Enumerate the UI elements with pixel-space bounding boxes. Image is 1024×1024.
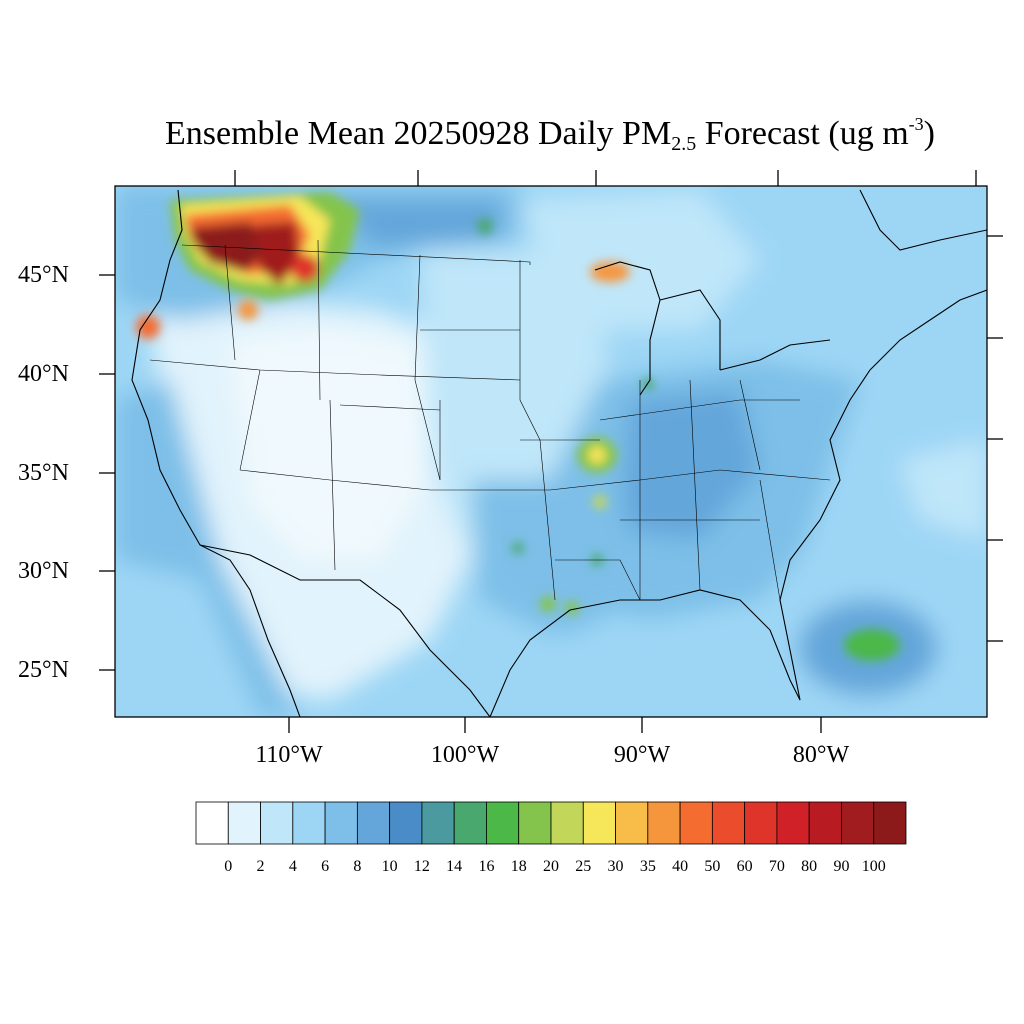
colorbar-box <box>647 801 681 845</box>
colorbar-box <box>260 801 294 845</box>
colorbar-label: 60 <box>736 858 753 875</box>
colorbar-box <box>453 801 487 845</box>
colorbar-label: 14 <box>446 858 463 875</box>
axis-ticks <box>99 170 1003 733</box>
colorbar-box <box>776 801 810 845</box>
colorbar-label: 30 <box>607 858 624 875</box>
colorbar-label: 50 <box>704 858 721 875</box>
state-borders <box>149 239 831 601</box>
title-superscript: -3 <box>908 114 924 134</box>
colorbar-box <box>324 801 358 845</box>
lon-label-100w: 100°W <box>430 742 500 768</box>
colorbar-box <box>582 801 616 845</box>
colorbar-box <box>808 801 842 845</box>
lat-label-40: 40°N <box>18 361 69 387</box>
colorbar-box <box>195 801 229 845</box>
colorbar <box>195 801 907 845</box>
title-subscript: 2.5 <box>671 133 697 155</box>
colorbar-box <box>711 801 746 845</box>
colorbar-label: 40 <box>672 858 689 875</box>
colorbar-label: 12 <box>413 858 430 875</box>
colorbar-box <box>744 801 778 845</box>
colorbar-label: 8 <box>353 858 362 875</box>
colorbar-label: 6 <box>321 858 330 875</box>
colorbar-label: 20 <box>543 858 559 875</box>
colorbar-label: 90 <box>833 858 850 875</box>
colorbar-box <box>615 801 649 845</box>
colorbar-box <box>873 801 907 845</box>
map-title: Ensemble Mean 20250928 Daily PM2.5 Forec… <box>0 114 1024 156</box>
lon-label-110w: 110°W <box>255 742 323 768</box>
colorbar-box <box>356 801 391 845</box>
colorbar-label: 0 <box>224 858 233 875</box>
colorbar-label: 100 <box>861 858 886 875</box>
map-frame <box>114 185 988 718</box>
title-end: ) <box>923 115 935 152</box>
colorbar-box <box>841 801 875 845</box>
pm25-field <box>115 186 987 717</box>
colorbar-box <box>389 801 423 845</box>
colorbar-label: 16 <box>478 858 495 875</box>
colorbar-label: 2 <box>256 858 265 875</box>
lat-label-25: 25°N <box>18 657 69 683</box>
colorbar-box <box>518 801 552 845</box>
title-main: Ensemble Mean 20250928 Daily PM <box>165 115 672 152</box>
colorbar-label: 80 <box>801 858 818 875</box>
colorbar-label: 10 <box>381 858 398 875</box>
lat-label-30: 30°N <box>18 558 69 584</box>
colorbar-label: 70 <box>768 858 785 875</box>
title-mid: Forecast (ug m <box>696 115 909 152</box>
colorbar-box <box>486 801 520 845</box>
colorbar-label: 25 <box>575 858 592 875</box>
colorbar-label: 18 <box>510 858 527 875</box>
colorbar-box <box>292 801 326 845</box>
colorbar-label: 35 <box>639 858 656 875</box>
colorbar-box <box>550 801 584 845</box>
colorbar-label: 4 <box>288 858 297 875</box>
lat-label-35: 35°N <box>18 460 69 486</box>
lat-label-45: 45°N <box>18 262 69 288</box>
colorbar-box <box>227 801 261 845</box>
colorbar-box <box>679 801 713 845</box>
colorbar-box <box>421 801 455 845</box>
lon-label-90w: 90°W <box>613 742 671 768</box>
lon-label-80w: 80°W <box>792 742 850 768</box>
